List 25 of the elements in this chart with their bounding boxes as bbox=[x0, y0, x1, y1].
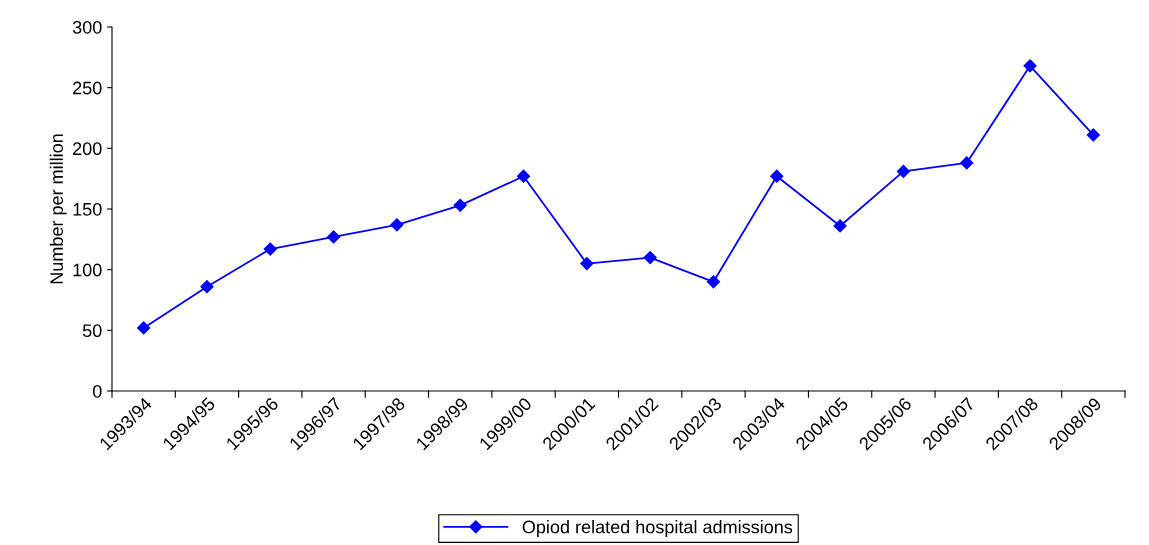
point bbox=[453, 198, 467, 212]
y-tick-label: 250 bbox=[73, 81, 102, 95]
y-axis-title: Number per million bbox=[49, 134, 67, 284]
y-tick-label: 50 bbox=[82, 324, 102, 338]
point bbox=[327, 230, 341, 244]
point bbox=[706, 275, 721, 289]
point bbox=[643, 250, 657, 265]
y-tick-label: 100 bbox=[73, 263, 102, 277]
point bbox=[896, 164, 910, 178]
point bbox=[833, 219, 847, 233]
point bbox=[770, 169, 784, 183]
point bbox=[960, 156, 974, 170]
point bbox=[263, 242, 277, 256]
point bbox=[1023, 59, 1037, 73]
point bbox=[390, 218, 404, 232]
y-tick-label: 300 bbox=[72, 20, 102, 34]
legend-label: Opiod related hospital admissions bbox=[522, 520, 793, 537]
point bbox=[1086, 128, 1100, 142]
point bbox=[137, 321, 151, 335]
y-tick-label: 200 bbox=[73, 142, 102, 156]
point bbox=[580, 257, 594, 271]
y-tick-label: 150 bbox=[73, 202, 102, 216]
point bbox=[200, 280, 214, 294]
y-tick-label: 0 bbox=[92, 384, 102, 398]
point bbox=[516, 169, 531, 183]
